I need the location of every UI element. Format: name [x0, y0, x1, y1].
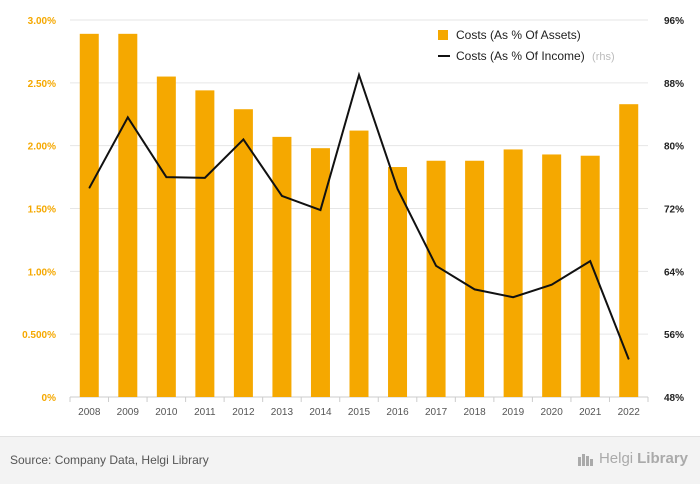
right-tick-label: 64% [664, 267, 684, 278]
bar-2018 [465, 160, 485, 397]
x-tick-label: 2008 [78, 407, 101, 418]
line-series-costs-income [88, 71, 630, 360]
bar-2008 [79, 33, 99, 397]
right-tick-label: 80% [664, 142, 684, 153]
left-tick-label: 0% [42, 393, 57, 404]
x-tick-label: 2009 [117, 407, 140, 418]
x-tick-label: 2015 [348, 407, 371, 418]
legend-label-assets: Costs (As % Of Assets) [456, 28, 581, 42]
bar-2021 [580, 155, 600, 397]
bar-2017 [426, 160, 446, 397]
left-tick-label: 2.50% [28, 79, 56, 90]
legend: Costs (As % Of Assets) Costs (As % Of In… [438, 28, 615, 63]
x-tick-label: 2020 [541, 407, 564, 418]
bar-2015 [349, 130, 369, 397]
x-tick-label: 2013 [271, 407, 294, 418]
legend-label-income-main: Costs (As % Of Income) [456, 49, 585, 63]
line-point-2008 [88, 187, 90, 189]
bar-2016 [388, 167, 408, 397]
bar-2019 [503, 149, 523, 397]
line-point-2014 [319, 209, 321, 211]
x-tick-label: 2019 [502, 407, 525, 418]
left-tick-label: 2.00% [28, 142, 56, 153]
brand-name-part1: Helgi [598, 450, 634, 467]
line-point-2016 [397, 188, 399, 190]
left-tick-label: 1.00% [28, 267, 56, 278]
x-tick-label: 2018 [463, 407, 486, 418]
line-point-2017 [435, 265, 437, 267]
combo-chart: 0% 0.500% 1.00% 1.50% 2.00% 2.50% 3.00% 48% 56%… [22, 16, 684, 418]
right-tick-label: 96% [664, 16, 684, 27]
line-point-2018 [474, 288, 476, 290]
x-tick-label: 2014 [309, 407, 332, 418]
bar-2012 [233, 109, 253, 398]
bar-2013 [272, 136, 292, 397]
line-point-2011 [204, 177, 206, 179]
library-icon [577, 453, 593, 466]
x-tick-label: 2012 [232, 407, 255, 418]
line-point-2022 [628, 358, 630, 360]
left-tick-label: 0.500% [22, 330, 56, 341]
x-tick-label: 2017 [425, 407, 448, 418]
bar-series-costs-assets [79, 33, 639, 398]
line-point-2021 [589, 260, 591, 262]
bar-2014 [310, 148, 330, 397]
line-point-2019 [512, 296, 514, 298]
x-tick-label: 2010 [155, 407, 178, 418]
bar-2009 [118, 33, 138, 397]
line-point-2009 [127, 116, 129, 118]
brand-name-part2: Library [637, 450, 688, 467]
source-note: Source: Company Data, Helgi Library [10, 453, 209, 467]
bar-2011 [195, 90, 215, 397]
right-tick-label: 56% [664, 330, 684, 341]
x-tick-label: 2022 [618, 407, 641, 418]
line-point-2013 [281, 195, 283, 197]
line-point-2010 [165, 176, 167, 178]
footer: Source: Company Data, Helgi Library Helg… [0, 436, 700, 484]
bar-2010 [156, 76, 176, 398]
line-point-2015 [358, 74, 360, 76]
line-point-2020 [551, 284, 553, 286]
line-point-2012 [242, 138, 244, 140]
left-tick-label: 3.00% [28, 16, 56, 27]
bar-2022 [619, 104, 639, 398]
right-tick-label: 88% [664, 79, 684, 90]
x-tick-label: 2011 [194, 407, 216, 418]
legend-label-income: Costs (As % Of Income) (rhs) [456, 49, 615, 63]
right-tick-label: 72% [664, 205, 684, 216]
x-tick-label: 2016 [386, 407, 409, 418]
right-tick-label: 48% [664, 393, 684, 404]
x-tick-label: 2021 [579, 407, 602, 418]
left-tick-label: 1.50% [28, 205, 56, 216]
brand-logo: Helgi Library [577, 450, 688, 467]
x-axis-ticks: 2008 2009 2010 2011 2012 2013 2014 2015 2016 2017… [78, 407, 640, 418]
legend-label-income-suffix: (rhs) [592, 51, 615, 63]
left-axis-ticks: 0% 0.500% 1.00% 1.50% 2.00% 2.50% 3.00% [22, 16, 56, 404]
legend-swatch-assets [438, 30, 448, 40]
right-axis-ticks: 48% 56% 64% 72% 80% 88% 96% [664, 16, 684, 404]
bar-2020 [542, 154, 562, 397]
